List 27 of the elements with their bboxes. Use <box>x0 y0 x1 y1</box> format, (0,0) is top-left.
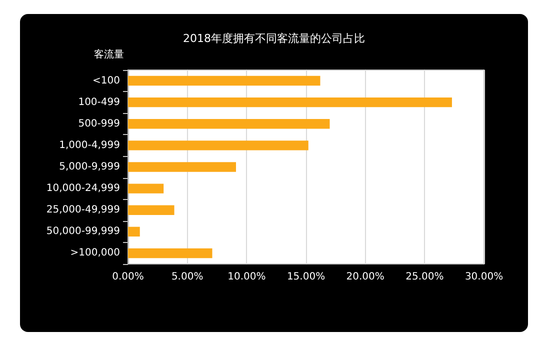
x-tick-label: 0.00% <box>112 272 144 282</box>
x-tick-label: 25.00% <box>406 272 444 282</box>
y-tick-label: 100-499 <box>78 96 120 108</box>
x-tick-label: 15.00% <box>286 272 326 282</box>
bar <box>128 205 174 215</box>
x-tick-label: 10.00% <box>228 272 266 282</box>
y-axis-title: 客流量 <box>94 48 124 60</box>
y-tick-label: 50,000-99,999 <box>46 226 120 238</box>
bar <box>128 226 140 237</box>
y-tick-label: 500-999 <box>78 118 120 130</box>
y-tick-label: 10,000-24,999 <box>46 183 120 194</box>
bar <box>128 184 164 194</box>
y-tick-label: 1,000-4,999 <box>59 140 120 151</box>
bar <box>128 162 236 172</box>
y-tick-label: <100 <box>92 75 120 86</box>
bar <box>128 140 308 150</box>
x-tick-label: 20.00% <box>346 272 384 282</box>
y-tick-label: >100,000 <box>70 248 120 259</box>
x-tick-label: 5.00% <box>171 272 204 282</box>
x-tick-label: 30.00% <box>464 272 504 282</box>
bar <box>128 76 320 86</box>
bar <box>128 119 330 129</box>
y-tick-label: 5,000-9,999 <box>59 162 120 172</box>
chart-title: 2018年度拥有不同客流量的公司占比 <box>183 32 365 45</box>
y-tick-label: 25,000-49,999 <box>46 204 120 216</box>
bar <box>128 248 212 258</box>
bar <box>128 97 452 108</box>
